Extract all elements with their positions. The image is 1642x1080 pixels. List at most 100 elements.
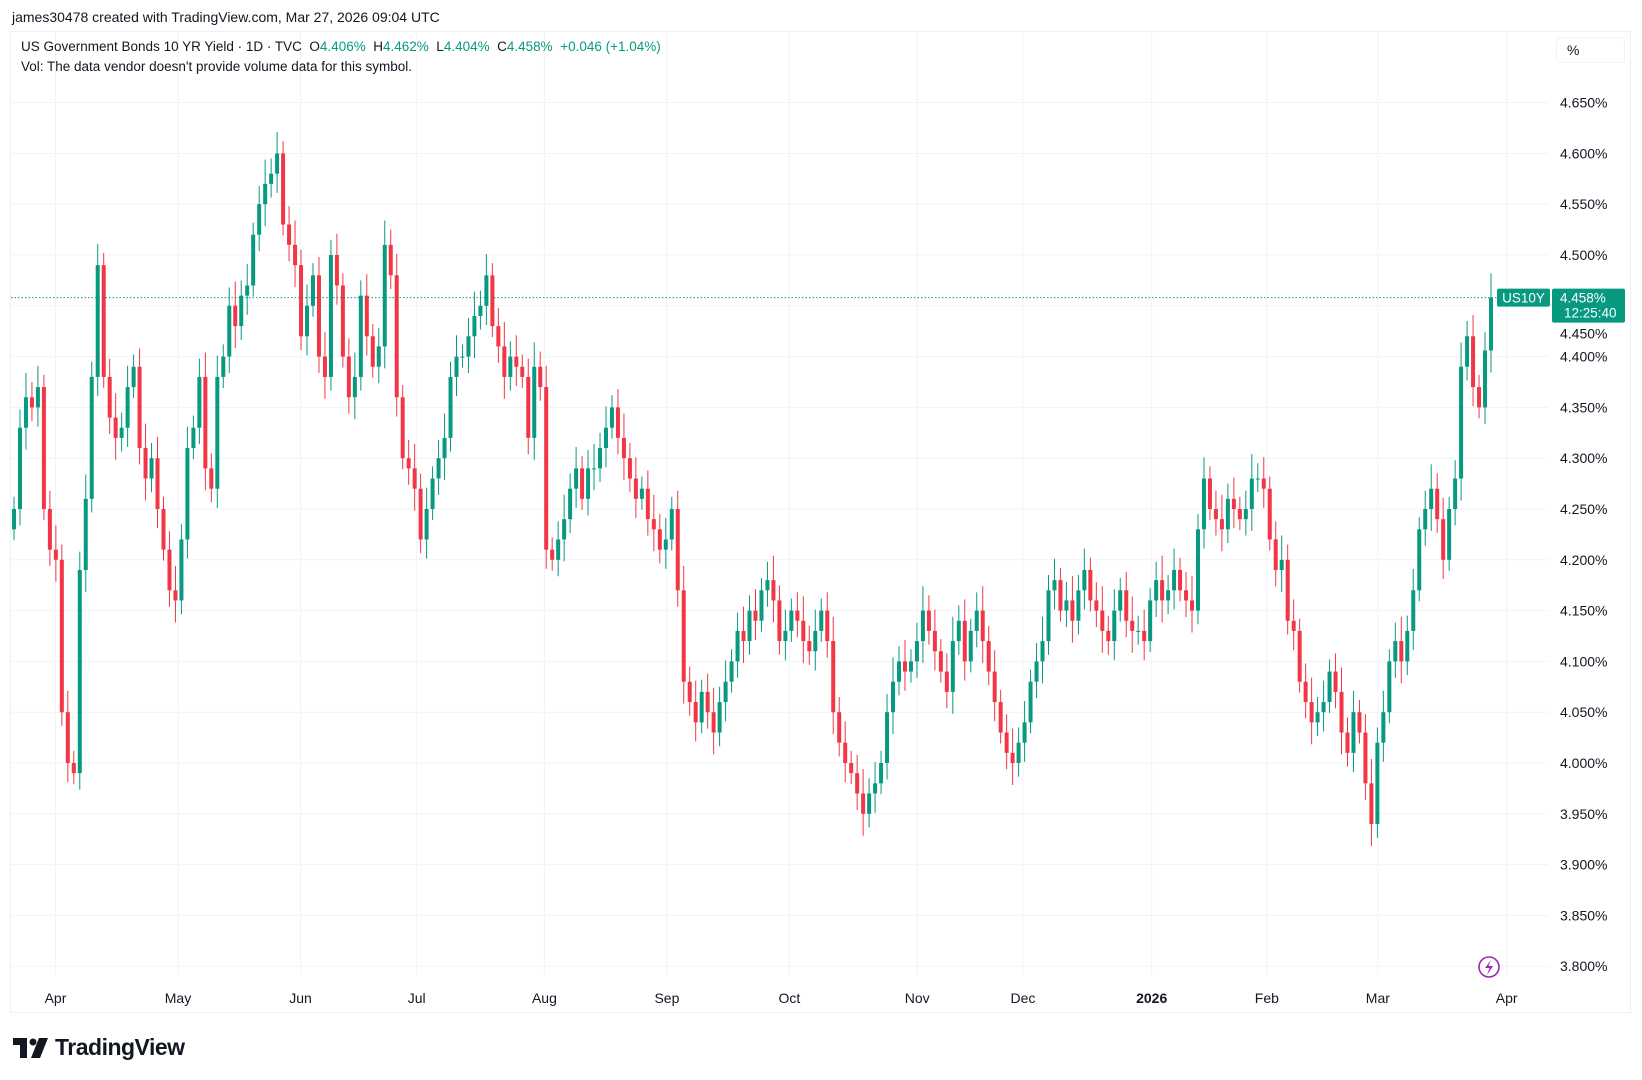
- y-tick-label: 4.050%: [1560, 704, 1607, 720]
- candle-down: [621, 437, 626, 459]
- chart-credit: james30478 created with TradingView.com,…: [12, 9, 440, 25]
- candle-down: [1213, 509, 1218, 520]
- candle-up: [1255, 478, 1260, 480]
- candle-up: [77, 569, 82, 774]
- candle-down: [795, 610, 800, 621]
- candle-down: [615, 407, 620, 438]
- candle-down: [980, 610, 985, 642]
- candle-down: [1106, 630, 1111, 642]
- candle-down: [550, 549, 555, 560]
- candle-down: [1435, 488, 1440, 520]
- candle-up: [472, 315, 477, 337]
- candle-up: [1327, 671, 1332, 703]
- candle-down: [627, 458, 632, 479]
- tradingview-logo-icon: [13, 1037, 48, 1058]
- candle-up: [1465, 336, 1470, 367]
- high-label: H: [373, 39, 383, 54]
- candle-up: [215, 376, 220, 489]
- candle-up: [1387, 661, 1392, 713]
- candle-up: [1201, 478, 1206, 530]
- candle-up: [532, 366, 537, 438]
- candle-down: [1297, 630, 1302, 682]
- candle-down: [1219, 519, 1224, 530]
- x-tick-label: Apr: [1496, 990, 1518, 1006]
- candle-down: [1285, 559, 1290, 621]
- candle-up: [1076, 590, 1081, 621]
- candle-down: [113, 417, 118, 438]
- candle-up: [1243, 509, 1248, 520]
- y-tick-label: 4.300%: [1560, 450, 1607, 466]
- candle-up: [867, 793, 872, 814]
- candle-up: [131, 366, 136, 388]
- y-tick-label: 4.450%: [1560, 326, 1607, 342]
- candle-up: [783, 630, 788, 642]
- candle-down: [580, 468, 585, 499]
- candle-up: [119, 427, 124, 438]
- candle-up: [125, 387, 130, 428]
- candle-down: [902, 661, 907, 672]
- candle-up: [328, 255, 333, 377]
- candle-up: [1417, 529, 1422, 591]
- candle-up: [257, 204, 262, 235]
- candle-down: [1303, 681, 1308, 703]
- candle-down: [962, 620, 967, 662]
- x-tick-label: Jul: [408, 990, 426, 1006]
- close-value: 4.458%: [506, 39, 553, 54]
- open-label: O: [309, 39, 320, 54]
- candle-down: [1471, 336, 1476, 388]
- candle-down: [1178, 569, 1183, 591]
- y-tick-label: 3.800%: [1560, 958, 1607, 974]
- candle-up: [149, 458, 154, 479]
- candle-down: [394, 275, 399, 398]
- volume-note: Vol: The data vendor doesn't provide vol…: [21, 59, 413, 74]
- tradingview-logo[interactable]: TradingView: [13, 1034, 185, 1061]
- candle-down: [316, 275, 321, 357]
- candle-down: [1070, 600, 1075, 621]
- candle-up: [430, 478, 435, 509]
- low-label: L: [436, 39, 444, 54]
- candle-up: [1148, 600, 1153, 642]
- candle-down: [681, 590, 686, 682]
- candle-up: [735, 630, 740, 662]
- brand-name: TradingView: [55, 1034, 185, 1060]
- candle-down: [1130, 620, 1135, 631]
- candle-down: [855, 773, 860, 794]
- candle-down: [1237, 509, 1242, 520]
- candle-up: [251, 234, 256, 286]
- y-tick-label: 3.900%: [1560, 857, 1607, 873]
- candle-up: [179, 539, 184, 601]
- candle-down: [53, 549, 58, 560]
- candle-up: [424, 509, 429, 540]
- candle-up: [1166, 590, 1171, 601]
- candle-down: [693, 702, 698, 723]
- candle-down: [1094, 600, 1099, 611]
- candle-up: [1483, 350, 1488, 408]
- candle-up: [556, 539, 561, 560]
- candle-up: [873, 783, 878, 794]
- candle-down: [418, 488, 423, 540]
- y-tick-label: 4.250%: [1560, 501, 1607, 517]
- unit-percent-button[interactable]: %: [1556, 37, 1625, 63]
- candle-up: [699, 691, 704, 723]
- candle-up: [723, 681, 728, 703]
- y-tick-label: 4.200%: [1560, 552, 1607, 568]
- candle-down: [711, 712, 716, 733]
- candle-down: [47, 509, 52, 550]
- candle-up: [245, 285, 250, 296]
- candle-down: [107, 376, 112, 418]
- symbol-title[interactable]: US Government Bonds 10 YR Yield · 1D · T…: [21, 39, 302, 54]
- candle-down: [1309, 702, 1314, 723]
- candle-down: [831, 641, 836, 713]
- candle-down: [322, 356, 327, 377]
- candle-down: [1273, 539, 1278, 570]
- candle-down: [771, 580, 776, 601]
- candle-up: [1321, 702, 1326, 713]
- candle-up: [1375, 742, 1380, 824]
- candle-up: [914, 641, 919, 662]
- candle-up: [747, 610, 752, 642]
- candle-down: [807, 641, 812, 652]
- candle-down: [675, 509, 680, 591]
- candle-down: [926, 610, 931, 631]
- candle-up: [442, 437, 447, 459]
